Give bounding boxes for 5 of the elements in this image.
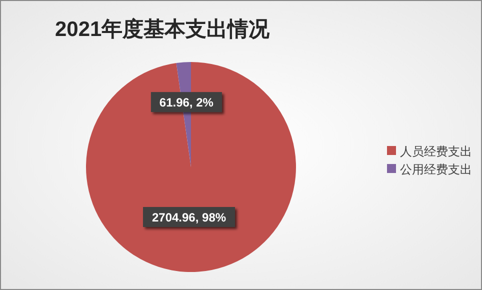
legend-label: 人员经费支出 [400,144,472,158]
data-label: 61.96, 2% [159,96,214,110]
data-label: 2704.96, 98% [152,210,226,224]
chart-title: 2021年度基本支出情况 [55,17,271,41]
legend-label: 公用经费支出 [400,162,472,176]
